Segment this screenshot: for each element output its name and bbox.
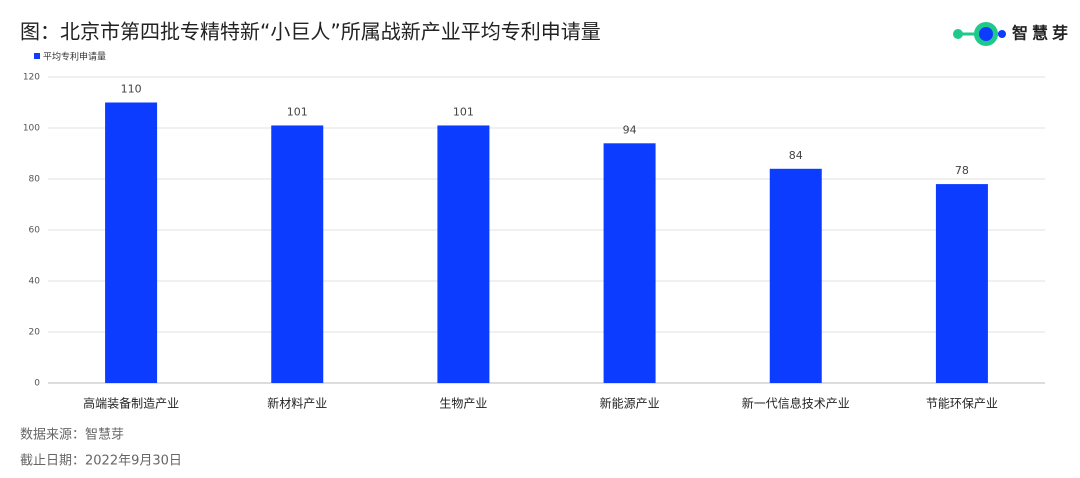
y-tick-label: 20 [29, 328, 41, 338]
data-label: 94 [623, 123, 637, 136]
data-label: 110 [121, 83, 142, 96]
x-tick-label: 新能源产业 [600, 396, 660, 411]
data-label: 84 [789, 149, 803, 162]
y-tick-label: 80 [29, 175, 41, 185]
bar [437, 125, 490, 383]
logo-dot [953, 29, 963, 39]
y-tick-label: 40 [29, 277, 41, 287]
bar [105, 102, 158, 383]
y-tick-label: 60 [29, 226, 41, 236]
data-label: 101 [453, 105, 474, 118]
logo: 智慧芽 [953, 22, 1072, 46]
y-tick-label: 100 [23, 124, 40, 134]
x-tick-label: 生物产业 [439, 397, 487, 411]
data-label: 101 [287, 105, 308, 118]
source-note: 数据来源：智慧芽 [20, 427, 124, 443]
bar [603, 143, 656, 383]
x-tick-label: 节能环保产业 [926, 397, 998, 411]
chart-title: 图：北京市第四批专精特新“小巨人”所属战新产业平均专利申请量 [20, 20, 601, 44]
bar [271, 125, 324, 383]
bar [769, 168, 822, 383]
bar [935, 184, 988, 383]
legend-swatch [34, 53, 40, 59]
logo-core [979, 27, 993, 41]
date-note: 截止日期：2022年9月30日 [20, 454, 182, 469]
logo-text: 智慧芽 [1012, 24, 1072, 43]
legend-label: 平均专利申请量 [43, 51, 106, 63]
x-tick-label: 新材料产业 [267, 396, 327, 411]
x-tick-label: 新一代信息技术产业 [742, 396, 850, 411]
data-label: 78 [955, 164, 969, 177]
y-tick-label: 0 [34, 379, 40, 389]
x-tick-label: 高端装备制造产业 [83, 396, 179, 411]
y-tick-label: 120 [23, 73, 40, 83]
logo-dot [998, 30, 1006, 38]
